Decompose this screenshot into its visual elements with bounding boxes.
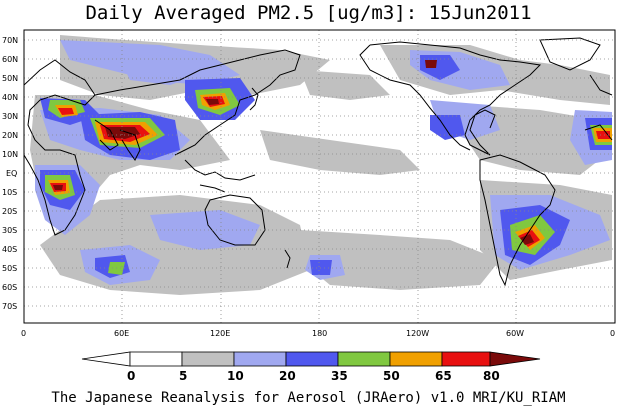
colorbar-tick: 50 xyxy=(383,369,400,383)
longitude-labels: 0 60E 120E 180 120W 60W 0 xyxy=(21,329,615,338)
colorbar-arrow-right xyxy=(489,351,541,367)
footer-credit: The Japanese Reanalysis for Aerosol (JRA… xyxy=(51,390,566,406)
lat-label: 20N xyxy=(2,131,18,140)
colorbar-tick: 0 xyxy=(127,369,135,383)
lat-label: 50N xyxy=(2,74,18,83)
colorbar-tick: 5 xyxy=(179,369,187,383)
colorbar-segment xyxy=(233,351,287,367)
colorbar-arrow-left xyxy=(81,351,131,367)
lat-label: 40S xyxy=(2,245,17,254)
colorbar-segment xyxy=(181,351,235,367)
lat-label: 30N xyxy=(2,112,18,121)
colorbar-segment xyxy=(285,351,339,367)
colorbar-segment xyxy=(389,351,443,367)
lat-label: 60S xyxy=(2,283,17,292)
lat-label: 60N xyxy=(2,55,18,64)
colorbar xyxy=(81,351,541,367)
colorbar-tick: 10 xyxy=(227,369,244,383)
lat-label: EQ xyxy=(6,169,17,178)
lat-label: 20S xyxy=(2,207,17,216)
lon-label: 0 xyxy=(610,329,615,338)
lat-label: 10S xyxy=(2,188,17,197)
colorbar-tick: 65 xyxy=(435,369,452,383)
lon-label: 0 xyxy=(21,329,26,338)
lat-label: 70S xyxy=(2,302,17,311)
map-frame xyxy=(23,29,616,324)
colorbar-segment xyxy=(129,351,183,367)
lat-label: 10N xyxy=(2,150,18,159)
colorbar-segment xyxy=(441,351,491,367)
lat-label: 40N xyxy=(2,93,18,102)
colorbar-segment xyxy=(337,351,391,367)
graticule xyxy=(24,30,615,323)
colorbar-tick: 35 xyxy=(331,369,348,383)
latitude-labels: 70N 60N 50N 40N 30N 20N 10N EQ 10S 20S 3… xyxy=(2,36,18,311)
colorbar-ticks: 0 5 10 20 35 50 65 80 xyxy=(127,369,500,383)
lon-label: 180 xyxy=(312,329,327,338)
lon-label: 120W xyxy=(406,329,429,338)
pollution-field xyxy=(30,35,612,295)
lon-label: 60E xyxy=(114,329,129,338)
lat-label: 30S xyxy=(2,226,17,235)
coastlines xyxy=(24,37,613,287)
map-title: Daily Averaged PM2.5 [ug/m3]: 15Jun2011 xyxy=(85,2,532,24)
colorbar-tick: 20 xyxy=(279,369,296,383)
colorbar-tick: 80 xyxy=(483,369,500,383)
lat-label: 50S xyxy=(2,264,17,273)
lat-label: 70N xyxy=(2,36,18,45)
lon-label: 120E xyxy=(210,329,230,338)
lon-label: 60W xyxy=(506,329,524,338)
